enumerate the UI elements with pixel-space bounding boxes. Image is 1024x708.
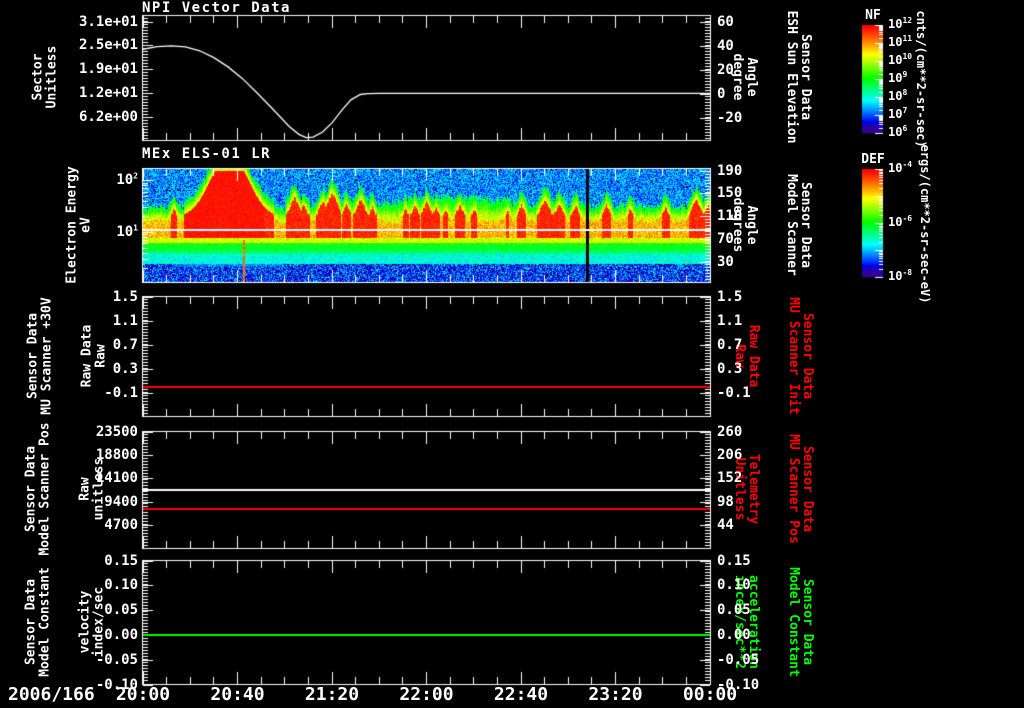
x-axis-tick-label: 22:40 [493, 684, 549, 705]
colorbar-def-unit-label: ergs/(cm**2-sr-sec-eV) [918, 144, 932, 304]
panel5-right-tick-label: 0.15 [717, 552, 751, 569]
panel3-left-tick-label: 1.1 [112, 312, 138, 329]
panel1-left-tick-label: 1.9e+01 [78, 61, 138, 78]
panel2-right-tick-label: 30 [717, 254, 734, 271]
panel5-left-tick-label: 0.15 [104, 552, 138, 569]
colorbar-nf-tick-label: 109 [888, 70, 908, 85]
panel5-right-tick-label: 0.00 [717, 626, 751, 643]
panel4-right-tick-label: 44 [717, 517, 734, 534]
panel2-right-tick-label: 70 [717, 231, 734, 248]
panel3-left-tick-label: 0.7 [112, 336, 138, 353]
panel3-left-tick-label: 0.3 [112, 360, 138, 377]
panel5-left-tick-label: -0.05 [95, 651, 138, 668]
x-axis-tick-label: 00:00 [682, 684, 738, 705]
colorbar-def-title: DEF [861, 152, 885, 167]
panel5-right-tick-label: -0.05 [717, 651, 760, 668]
colorbar-nf-tick-label: 108 [888, 88, 908, 103]
panel5-left-tick-label: -0.10 [95, 676, 138, 693]
panel1-left-tick-label: 3.1e+01 [78, 13, 138, 30]
panel3-right-tick-label: 0.3 [717, 360, 743, 377]
colorbar-nf-tick-label: 1010 [888, 52, 913, 67]
panel1-right-tick-label: 20 [717, 61, 734, 78]
panel3-right-tick-label: 1.1 [717, 312, 743, 329]
x-axis-tick-label: 22:00 [399, 684, 454, 705]
panel2-right-tick-label: 190 [717, 162, 743, 179]
panel5-left-tick-label: 0.05 [104, 602, 138, 619]
panel4-left-tick-label: 4700 [104, 517, 138, 534]
panel3-right-tick-label: 1.5 [717, 288, 743, 305]
panel1-left-axis-label: Sector Unitless [30, 45, 59, 109]
panel5-left-tick-label: 0.00 [104, 626, 138, 643]
colorbar-def-tick-label: 10-6 [888, 214, 913, 229]
panel2-left-tick-label: 101 [116, 223, 138, 240]
colorbar-nf-tick-label: 107 [888, 106, 908, 121]
colorbar-def-tick-label: 10-8 [888, 268, 913, 283]
x-axis-tick-label: 21:20 [304, 684, 360, 705]
panel5-right-tick-label: 0.10 [717, 577, 751, 594]
panel1-right-tick-label: 0 [717, 85, 726, 102]
panel4-right-tick-label: 206 [717, 446, 743, 463]
colorbar-def-tick-label: 10-4 [888, 160, 913, 175]
panel4-right-tick-label: 260 [717, 423, 743, 440]
panel2-left-tick-label: 102 [116, 171, 138, 189]
panel3-right-tick-label: -0.1 [717, 384, 751, 401]
panel4-left-tick-label: 18800 [95, 446, 138, 463]
panel4-left-tick-label: 9400 [104, 493, 138, 510]
panel1-title: NPI Vector Data [142, 0, 291, 16]
panel5-right-tick-label: -0.10 [717, 676, 760, 693]
panel4-right-tick-label: 98 [717, 493, 734, 510]
colorbar-nf-tick-label: 1012 [888, 16, 913, 31]
x-axis-tick-label: 20:40 [210, 684, 265, 705]
x-axis-date-label: 2006/166 [8, 684, 95, 705]
panel1-right-tick-label: 60 [717, 13, 734, 30]
panel1-left-tick-label: 2.5e+01 [78, 37, 138, 54]
x-axis-tick-label: 20:00 [115, 684, 171, 705]
x-axis-tick-label: 23:20 [588, 684, 643, 705]
colorbar-nf-title: NF [865, 8, 881, 23]
panel4-left-tick-label: 14100 [95, 470, 138, 487]
panel1-left-tick-label: 1.2e+01 [78, 84, 138, 101]
colorbar-nf-tick-label: 1011 [888, 34, 913, 49]
panel5-left-tick-label: 0.10 [104, 577, 138, 594]
panel1-right-tick-label: 40 [717, 37, 734, 54]
panel4-left-axis-label: Sensor Data Model Scanner Pos Raw unitless [23, 422, 106, 556]
panel3-left-tick-label: 1.5 [112, 288, 138, 305]
panel2-title: MEx ELS-01 LR [142, 146, 272, 162]
panel1-right-tick-label: -20 [717, 109, 743, 126]
panel3-right-tick-label: 0.7 [717, 336, 743, 353]
panel4-right-tick-label: 152 [717, 470, 743, 487]
panel4-left-tick-label: 23500 [95, 423, 138, 440]
panel2-right-tick-label: 150 [717, 185, 743, 202]
colorbar-nf-unit-label: cnts/(cm**2-sr-sec) [914, 10, 928, 148]
panel2-right-tick-label: 110 [717, 208, 743, 225]
panel3-left-tick-label: -0.1 [104, 384, 138, 401]
panel5-right-tick-label: 0.05 [717, 602, 751, 619]
panel1-left-tick-label: 6.2e+00 [78, 108, 138, 125]
colorbar-nf-tick-label: 106 [888, 124, 908, 139]
